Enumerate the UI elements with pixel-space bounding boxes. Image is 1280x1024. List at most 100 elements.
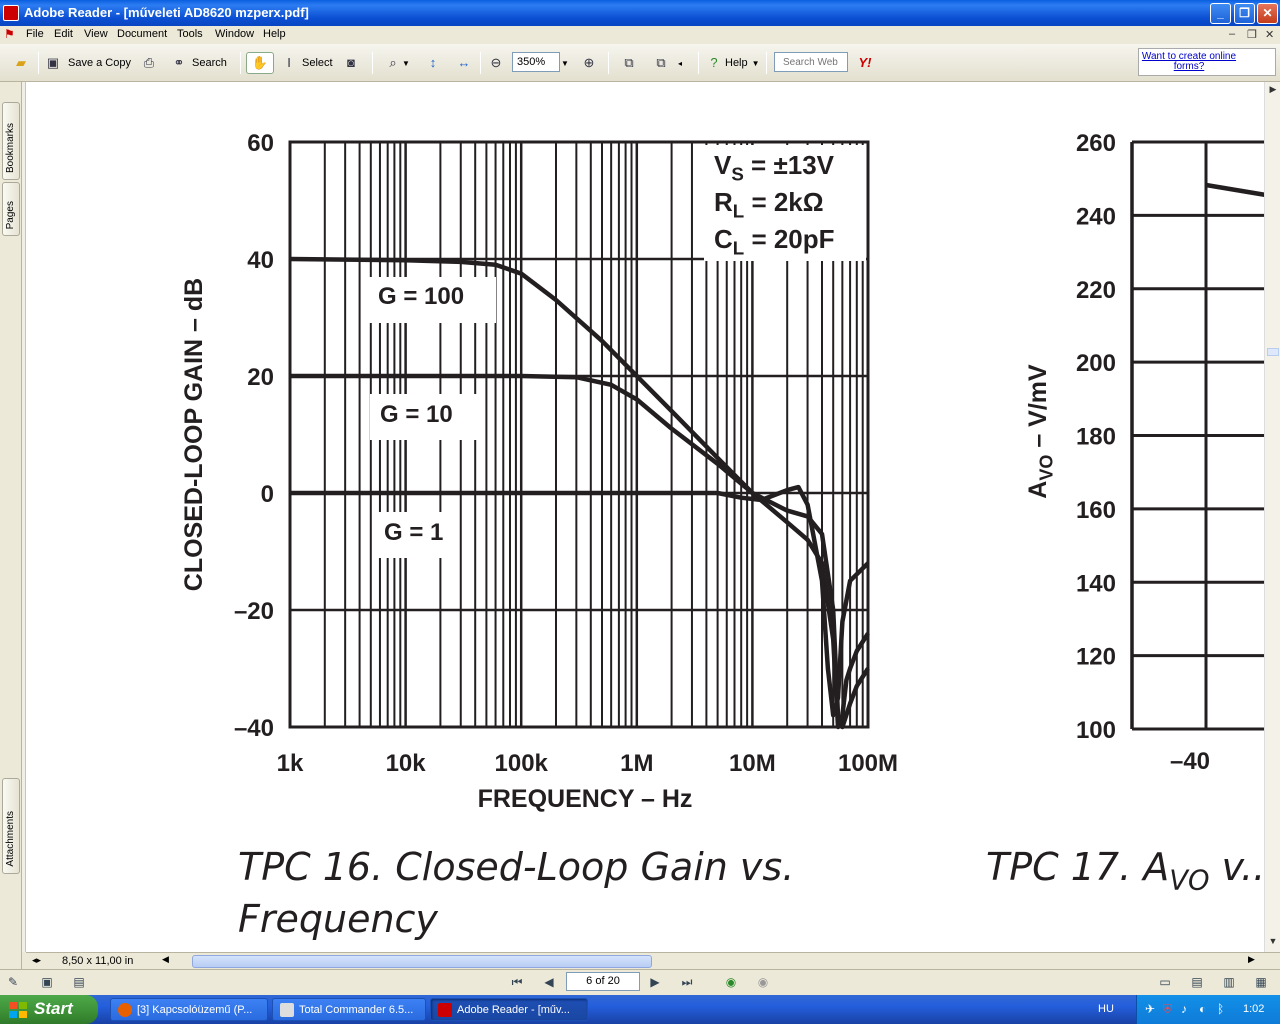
go-back-button[interactable]: ◉ — [725, 975, 737, 989]
antivirus-icon[interactable]: ⛨ — [1163, 1002, 1173, 1016]
zoom-dropdown-button[interactable]: ▼ — [561, 52, 569, 74]
floppy-disk-icon — [280, 1003, 294, 1017]
menu-tools[interactable]: Tools — [177, 28, 203, 40]
scroll-up-arrow[interactable]: ▶ — [1269, 84, 1277, 94]
x-tick-label: 100M — [838, 750, 898, 777]
last-page-button[interactable]: ⏭ — [681, 975, 693, 989]
taskbar-item-adobe-reader[interactable]: Adobe Reader - [műv... — [430, 998, 588, 1021]
scroll-right-arrow[interactable]: ▶ — [1248, 954, 1255, 964]
fit-width-button[interactable]: ↔ — [455, 52, 473, 74]
system-tray: ✈ ⛨ ♪ ◐ ᛒ 1:02 — [1136, 995, 1280, 1024]
sticky-icon[interactable]: ✎ — [7, 975, 19, 989]
zoom-input[interactable] — [512, 52, 560, 72]
tray-app-icon[interactable]: ◐ — [1199, 1002, 1207, 1016]
restore-button[interactable]: ❐ — [1234, 3, 1255, 24]
split-icon[interactable]: ◂▸ — [32, 955, 42, 965]
task-label: Adobe Reader - [műv... — [457, 1004, 570, 1016]
start-button[interactable]: Start — [0, 995, 98, 1024]
minimize-button[interactable]: _ — [1210, 3, 1231, 24]
y-axis-label: CLOSED-LOOP GAIN – dB — [180, 278, 208, 591]
zoom-in-button[interactable]: ⊕ — [580, 52, 598, 74]
vertical-scrollbar[interactable]: ▶ ▼ — [1264, 82, 1280, 952]
chart2-series-line — [1205, 182, 1264, 197]
print-button[interactable]: ⎙ — [140, 52, 158, 74]
pages-panel-icon[interactable]: ▤ — [73, 975, 85, 989]
figure-captions: TPC 16. Closed-Loop Gain vs. Frequency TPC… — [238, 845, 1264, 941]
doc-restore-button[interactable]: ❐ — [1247, 29, 1257, 41]
label-knockout — [370, 394, 478, 440]
language-indicator[interactable]: HU — [1098, 1003, 1114, 1015]
menu-document[interactable]: Document — [117, 28, 168, 40]
search-web-input[interactable] — [774, 52, 848, 72]
menu-edit[interactable]: Edit — [54, 28, 73, 40]
select-tool-button[interactable]: I Select — [280, 52, 333, 74]
label-knockout — [378, 512, 458, 558]
menu-help[interactable]: Help — [263, 28, 286, 40]
open-button[interactable]: ▰ — [12, 52, 30, 74]
single-page-layout-icon[interactable]: ▭ — [1159, 975, 1171, 989]
annotation-vs: VS = ±13V — [714, 150, 835, 185]
document-icon: ⚑ — [4, 27, 15, 41]
scroll-thumb[interactable] — [1267, 348, 1279, 356]
chevron-down-icon: ▼ — [402, 58, 410, 68]
menu-file[interactable]: File — [26, 28, 44, 40]
attachments-tab-label: Attachments — [5, 811, 16, 867]
hand-tool-button[interactable]: ✋ — [246, 52, 274, 74]
close-button[interactable]: ✕ — [1257, 3, 1278, 24]
select-label: Select — [302, 57, 333, 69]
rotate-button[interactable]: ⧉ — [620, 52, 638, 74]
previous-page-button[interactable]: ◀ — [544, 975, 554, 989]
single-page-icon[interactable]: ▣ — [41, 975, 53, 989]
chevron-left-icon: ◂ — [678, 58, 683, 68]
clock: 1:02 — [1243, 1003, 1265, 1015]
taskbar-item-firefox[interactable]: [3] Kapcsolóüzemű (P... — [110, 998, 268, 1021]
attachments-tab[interactable]: Attachments — [2, 778, 20, 874]
curve-label: G = 10 — [380, 401, 453, 428]
menu-window[interactable]: Window — [215, 28, 255, 40]
network-icon[interactable]: ✈ — [1145, 1002, 1156, 1016]
help-button[interactable]: ? Help ▼ — [705, 52, 760, 74]
y-tick-label: 0 — [261, 481, 274, 508]
page-indicator[interactable]: 6 of 20 — [566, 972, 640, 991]
horizontal-scroll-thumb[interactable] — [192, 955, 652, 968]
menu-view[interactable]: View — [84, 28, 108, 40]
x-tick-label: 10k — [386, 750, 427, 777]
doc-minimize-button[interactable]: – — [1229, 28, 1236, 40]
pages-tab[interactable]: Pages — [2, 182, 20, 236]
continuous-layout-icon[interactable]: ▤ — [1191, 975, 1203, 989]
chart2-y-tick-label: 260 — [1076, 130, 1116, 157]
bookmarks-tab[interactable]: Bookmarks — [2, 102, 20, 180]
yahoo-search-button[interactable]: Y! — [856, 52, 874, 74]
volume-icon[interactable]: ♪ — [1181, 1002, 1187, 1016]
y-tick-label: 40 — [247, 247, 274, 274]
facing-layout-icon[interactable]: ▥ — [1223, 975, 1235, 989]
snapshot-button[interactable]: ◙ — [342, 52, 360, 74]
taskbar-item-total-commander[interactable]: Total Commander 6.5... — [272, 998, 426, 1021]
page-size: 8,50 x 11,00 in — [62, 955, 134, 967]
scroll-left-arrow[interactable]: ◀ — [162, 954, 169, 964]
first-page-button[interactable]: ⏮ — [511, 975, 523, 989]
chart2-y-tick-label: 140 — [1076, 570, 1116, 597]
next-page-button[interactable]: ▶ — [650, 975, 660, 989]
doc-close-button[interactable]: ✕ — [1265, 29, 1275, 41]
magnifier-icon: ⌕ — [389, 55, 397, 70]
chart2-x-tick-label: –40 — [1170, 748, 1210, 775]
zoom-out-button[interactable]: ⊖ — [487, 52, 505, 74]
caption-tpc17: TPC 17. AVO v... — [986, 845, 1264, 897]
document-view[interactable]: 60 40 20 0 –20 –40 1k 10k 100k 1M 10M 100M FREQUENCY… — [26, 82, 1264, 952]
save-copy-button[interactable]: ▣ Save a Copy — [44, 52, 131, 74]
zoom-in-tool-button[interactable]: ⌕ ▼ — [384, 52, 410, 74]
page-layout-button[interactable]: ⧉ ◂ — [652, 52, 682, 74]
chevron-down-icon: ▼ — [751, 58, 760, 68]
caption-tpc16-line2: Frequency — [238, 897, 438, 941]
online-forms-link[interactable]: Want to create online forms? — [1138, 48, 1276, 76]
pane-splitter[interactable] — [22, 82, 26, 952]
continuous-facing-layout-icon[interactable]: ▦ — [1255, 975, 1267, 989]
scroll-down-arrow[interactable]: ▼ — [1268, 936, 1278, 946]
fit-page-button[interactable]: ↕ — [424, 52, 442, 74]
go-forward-button[interactable]: ◉ — [757, 975, 769, 989]
bluetooth-icon[interactable]: ᛒ — [1217, 1002, 1225, 1016]
x-tick-label: 100k — [495, 750, 549, 777]
search-button[interactable]: ⚭ Search — [170, 52, 227, 74]
annotation-cl: CL = 20pF — [714, 224, 835, 259]
